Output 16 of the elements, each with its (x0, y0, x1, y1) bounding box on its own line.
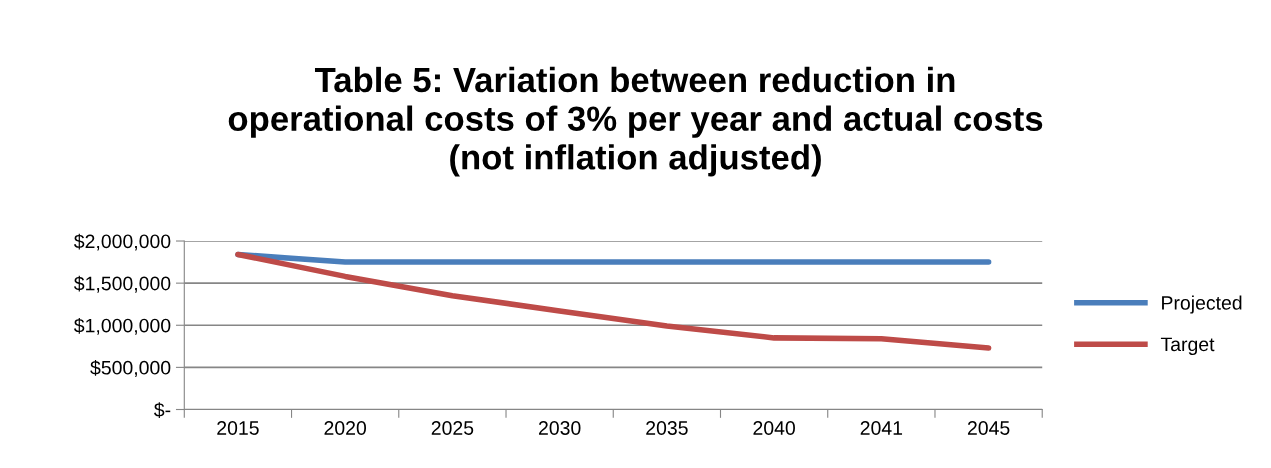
y-tick-label: $1,000,000 (74, 317, 171, 335)
x-tick-label: 2030 (538, 421, 581, 435)
x-tick-label: 2045 (967, 421, 1010, 435)
legend-label: Target (1160, 337, 1215, 356)
x-tick-label: 2015 (217, 421, 259, 435)
y-tick-label: $- (154, 402, 171, 418)
x-tick-label: 2041 (860, 421, 903, 435)
x-tick-label: 2020 (324, 421, 367, 435)
y-tick-label: $2,000,000 (74, 233, 171, 251)
y-tick-label: $1,500,000 (74, 275, 171, 293)
x-tick-label: 2040 (753, 421, 795, 435)
legend-label: Projected (1162, 295, 1242, 314)
x-tick-label: 2035 (646, 421, 688, 435)
y-tick-label: $500,000 (90, 360, 171, 377)
chart-title: Table 5: Variation between reduction in operational costs of 3% per year and actual costs (not inflation adjusted) (228, 66, 1043, 177)
x-tick-label: 2025 (431, 421, 474, 435)
